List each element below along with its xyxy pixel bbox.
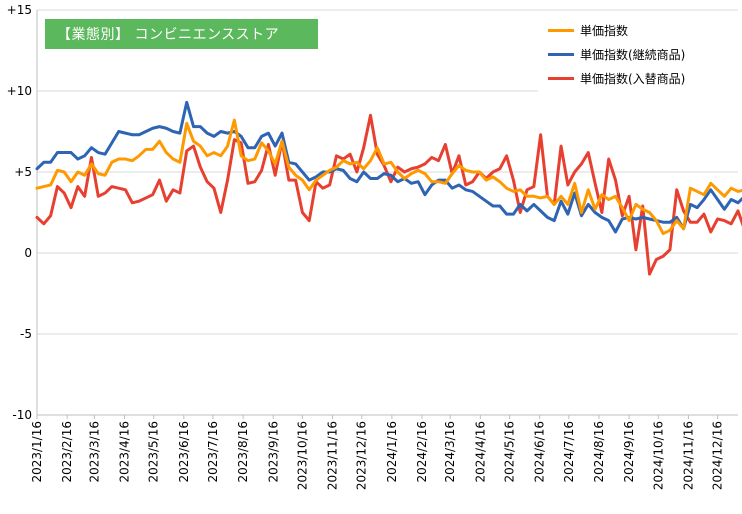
x-tick-label: 2023/10/16 (295, 421, 309, 490)
axis-layer (36, 10, 738, 419)
y-tick-label: +5 (14, 165, 32, 179)
series-layer (35, 100, 742, 276)
x-tick-label: 2024/12/16 (711, 421, 725, 490)
x-tick-label: 2023/6/16 (177, 421, 191, 483)
x-tick-label: 2023/4/16 (118, 421, 132, 483)
x-tick-label: 2023/9/16 (266, 421, 280, 483)
x-tick-label: 2024/10/16 (651, 421, 665, 490)
x-tick-label: 2024/1/16 (385, 421, 399, 483)
legend-swatch-blue (548, 52, 574, 56)
x-tick-label: 2024/4/16 (473, 421, 487, 483)
legend-label: 単価指数(継続商品) (580, 47, 686, 62)
series-line-1 (35, 100, 742, 234)
x-tick-label: 2024/7/16 (562, 421, 576, 483)
chart-title: 【業態別】 コンビニエンスストア (57, 27, 280, 43)
x-tick-label: 2023/12/16 (355, 421, 369, 490)
y-tick-label: +10 (7, 84, 32, 98)
x-tick-label: 2024/3/16 (443, 421, 457, 483)
legend-item-continuing-products: 単価指数(継続商品) (548, 44, 685, 64)
x-tick-label: 2024/9/16 (622, 421, 636, 483)
y-tick-label: 0 (24, 246, 32, 260)
x-tick-labels: 2023/1/16 2023/2/16 2023/3/16 2023/4/16 2023… (30, 421, 725, 490)
x-tick-label: 2023/1/16 (30, 421, 44, 483)
legend-item-unit-price-index: 単価指数 (548, 20, 628, 40)
x-tick-label: 2024/2/16 (415, 421, 429, 483)
x-tick-label: 2023/11/16 (326, 421, 340, 490)
x-tick-label: 2023/8/16 (236, 421, 250, 483)
series-line-2 (35, 113, 742, 276)
x-tick-label: 2024/8/16 (592, 421, 606, 483)
x-tick-label: 2023/7/16 (206, 421, 220, 483)
x-tick-label: 2024/6/16 (533, 421, 547, 483)
legend-swatch-orange (548, 28, 574, 32)
legend-swatch-red (548, 76, 574, 80)
x-tick-label: 2023/2/16 (60, 421, 74, 483)
y-tick-label: -5 (20, 327, 32, 341)
legend-label: 単価指数(入替商品) (580, 71, 686, 86)
y-tick-label: +15 (7, 3, 32, 17)
x-tick-label: 2024/5/16 (503, 421, 517, 483)
x-tick-label: 2024/11/16 (681, 421, 695, 490)
legend-item-replacement-products: 単価指数(入替商品) (548, 68, 685, 88)
legend: 単価指数 単価指数(継続商品) 単価指数(入替商品) (538, 14, 738, 94)
x-tick-label: 2023/5/16 (147, 421, 161, 483)
y-tick-labels: +15 +10 +5 0 -5 -10 (7, 3, 32, 422)
series-line-0 (35, 118, 742, 236)
x-tick-label: 2023/3/16 (87, 421, 101, 483)
legend-label: 単価指数 (580, 23, 629, 38)
y-tick-label: -10 (12, 408, 32, 422)
chart-title-box: 【業態別】 コンビニエンスストア (45, 19, 318, 49)
